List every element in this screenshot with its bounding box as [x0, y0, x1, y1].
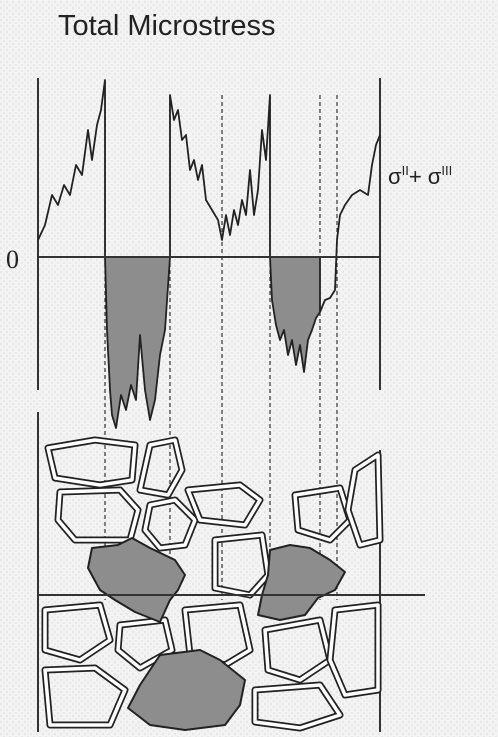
- title: Total Microstress: [58, 10, 276, 42]
- zero-label: 0: [6, 245, 19, 274]
- diagram: Total Microstress 0 σII+ σIII: [0, 0, 498, 737]
- background: [0, 0, 498, 737]
- sigma: + σ: [409, 164, 442, 189]
- sigma: σ: [388, 164, 402, 189]
- superscript: II: [402, 163, 409, 178]
- superscript: III: [441, 163, 452, 178]
